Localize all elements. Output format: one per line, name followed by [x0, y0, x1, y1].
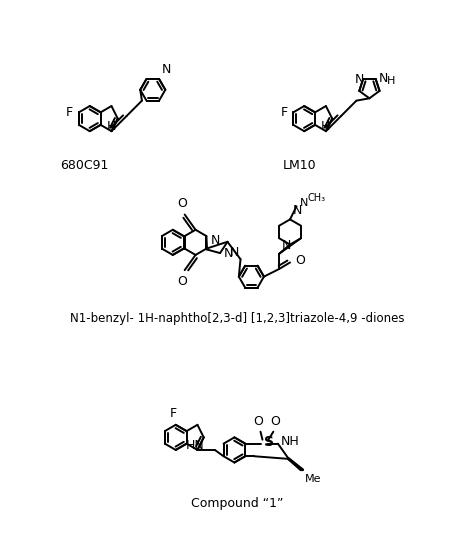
Text: N: N [162, 63, 172, 76]
Text: N: N [379, 73, 388, 85]
Text: F: F [170, 407, 177, 420]
Text: F: F [280, 106, 287, 119]
Text: N: N [224, 247, 233, 260]
Text: N1-benzyl- 1H-naphtho[2,3-d] [1,2,3]triazole-4,9 -diones: N1-benzyl- 1H-naphtho[2,3-d] [1,2,3]tria… [70, 312, 404, 325]
Text: O: O [270, 415, 280, 428]
Text: NH: NH [281, 435, 300, 448]
Text: 680C91: 680C91 [61, 159, 109, 172]
Text: O: O [177, 275, 187, 288]
Text: HN: HN [186, 439, 205, 452]
Text: LM10: LM10 [283, 159, 316, 172]
Text: Compound “1”: Compound “1” [191, 497, 283, 510]
Text: O: O [295, 254, 305, 267]
Text: O: O [254, 415, 264, 428]
Text: S: S [264, 435, 274, 449]
Text: N: N [229, 246, 239, 259]
Text: F: F [66, 106, 73, 119]
Text: N: N [355, 73, 364, 86]
Text: H: H [107, 120, 116, 133]
Text: H: H [387, 76, 395, 86]
Text: N: N [300, 198, 308, 208]
Text: O: O [177, 197, 187, 209]
Text: N: N [211, 234, 220, 247]
Text: H: H [321, 120, 331, 133]
Text: CH₃: CH₃ [308, 193, 326, 203]
Text: Me: Me [305, 474, 321, 484]
Text: N: N [293, 204, 302, 217]
Text: N: N [282, 239, 292, 252]
